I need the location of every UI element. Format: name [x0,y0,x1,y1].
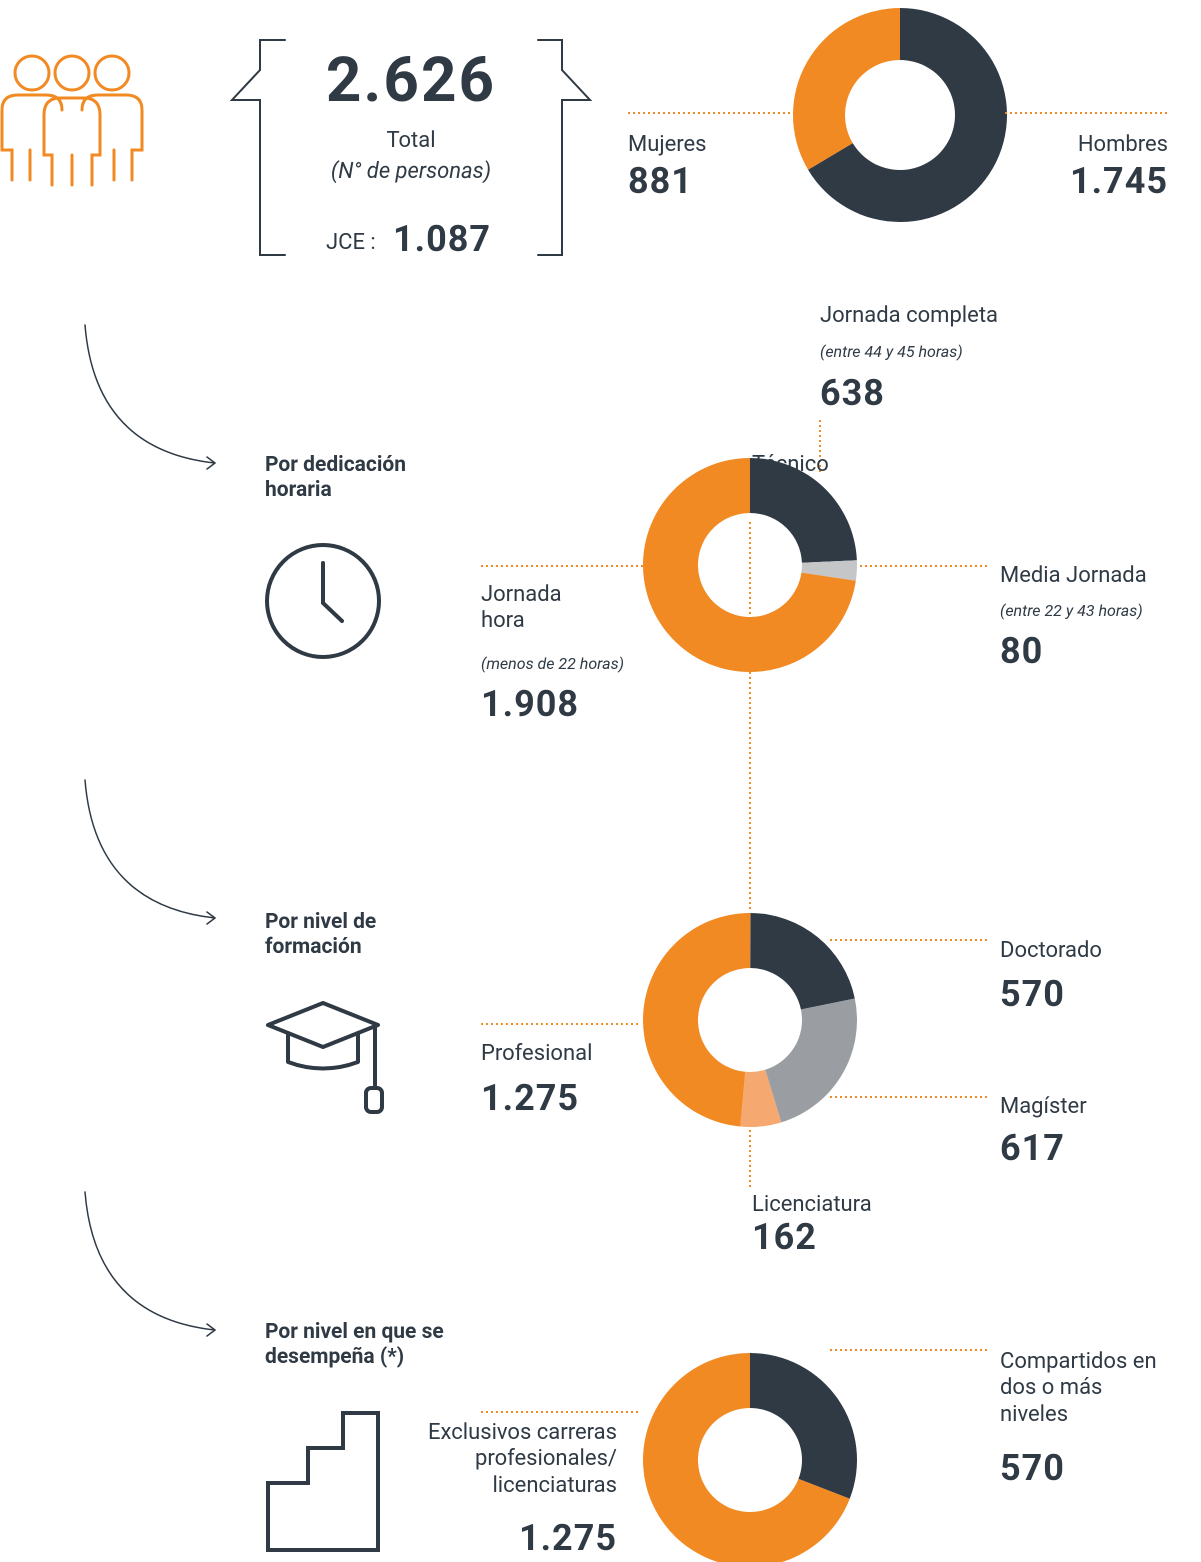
value-label: 1.745 [1069,160,1168,202]
category-label: Exclusivos carreras profesionales/ licen… [428,1420,617,1498]
section-title: Por nivel de formación [265,910,377,960]
category-label: Doctorado [1000,938,1102,963]
category-label: Hombres [1077,132,1168,157]
value-label: 638 [820,372,885,414]
clock-icon [265,543,381,659]
total-value: 2.626 [325,44,497,117]
stairs-icon [266,1411,380,1552]
braces [229,39,593,256]
donut-segment [643,1353,850,1562]
value-label: 2 [752,477,774,519]
category-label: Mujeres [628,132,707,157]
category-sublabel: (entre 44 y 45 horas) [820,342,963,361]
cap-icon [266,1001,384,1114]
jce-value: 1.087 [393,218,492,260]
donut-segment [750,913,751,969]
category-label: Magíster [1000,1094,1087,1119]
category-sublabel: (entre 22 y 43 horas) [1000,601,1143,620]
donut-segment [750,458,857,563]
donut-segment [808,8,1007,223]
value-label: 162 [752,1216,817,1258]
category-label: Licenciatura [752,1192,872,1217]
category-label: Jornada hora [481,582,562,634]
donut-segment [643,913,750,1127]
value-label: 617 [1000,1127,1065,1169]
total-label: Total [386,128,436,153]
donut-segment [643,458,856,672]
value-label: 1.275 [481,1077,580,1119]
category-label: Técnico [752,452,829,477]
donut-segment [750,1353,857,1499]
category-label: Compartidos en dos o más niveles [1000,1349,1157,1427]
jce-label: JCE : [326,230,376,255]
arrows [84,324,217,1337]
value-label: 570 [1000,1447,1065,1489]
people-icon [0,54,144,187]
donut-segment [801,560,857,581]
donut-segment [750,913,855,1010]
value-label: 1.908 [481,683,580,725]
value-label: 80 [1000,630,1044,672]
value-label: 881 [628,160,693,202]
section-title: Por dedicación horaria [265,453,407,503]
donut-segment [740,1069,782,1127]
section-title: Por nivel en que se desempeña (*) [265,1320,444,1370]
value-label: 570 [1000,973,1065,1015]
category-label: Media Jornada [1000,563,1147,588]
category-label: Profesional [481,1041,593,1066]
category-label: Jornada completa [820,303,998,328]
category-sublabel: (menos de 22 horas) [481,654,624,673]
donut-segment [793,8,900,170]
total-sublabel: (N° de personas) [330,159,492,184]
donut-segment [765,998,857,1123]
value-label: 1.275 [518,1517,617,1559]
